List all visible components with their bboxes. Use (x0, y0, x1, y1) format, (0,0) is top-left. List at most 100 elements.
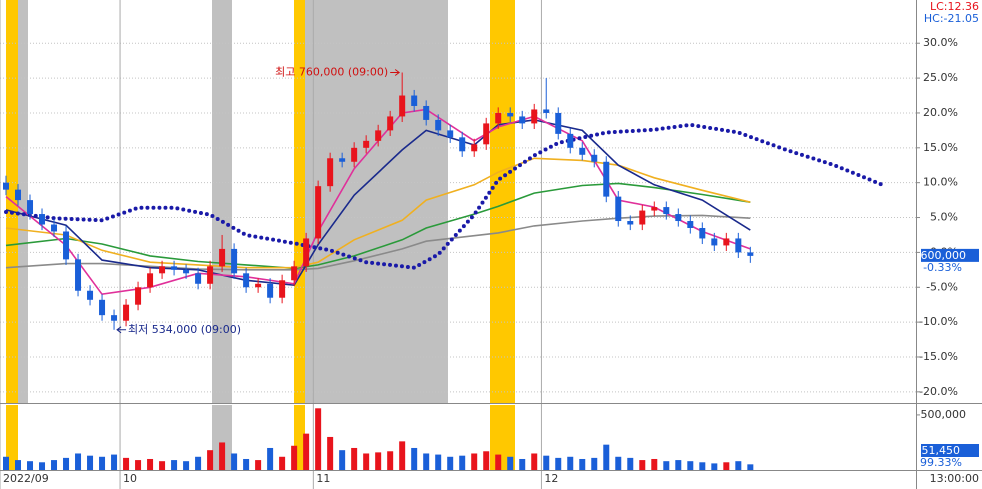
candle-body (111, 315, 118, 321)
candle-body (255, 283, 262, 288)
volume-bar (315, 408, 322, 470)
volume-bar (159, 461, 166, 470)
candle-body (195, 273, 202, 284)
volume-bar (663, 461, 670, 470)
volume-bar (87, 455, 94, 470)
candle-body (27, 200, 34, 215)
candle-body (579, 147, 586, 155)
volume-box (921, 444, 979, 457)
annotation-arrow (390, 69, 401, 76)
candle-body (51, 224, 58, 232)
candle-body (39, 214, 46, 225)
volume-bar (579, 458, 586, 470)
price-box (921, 248, 979, 262)
candle-body (735, 238, 742, 253)
candle-body (531, 109, 538, 124)
volume-bar (15, 460, 22, 470)
annotation-arrow (116, 326, 127, 334)
candle-body (627, 221, 634, 225)
candle-body (327, 158, 334, 187)
candle-body (663, 207, 670, 215)
volume-bar (195, 456, 202, 470)
candle-body (675, 214, 682, 222)
candle-body (75, 259, 82, 291)
moving-average-line (5, 119, 751, 287)
lc-label: LC:12.36 (930, 0, 979, 13)
volume-bar (735, 461, 742, 470)
volume-current-label: 51,450 (922, 444, 961, 457)
x-tick-label: 11 (316, 472, 330, 485)
candle-body (279, 280, 286, 298)
highlight-band (294, 405, 305, 470)
volume-bar (363, 453, 370, 470)
candle-body (231, 248, 238, 274)
candle-body (387, 116, 394, 131)
candle-body (603, 161, 610, 197)
y-tick-label: 30.0% (923, 36, 958, 49)
y-tick-label: 15.0% (923, 141, 958, 154)
candle-body (339, 158, 346, 162)
volume-bar (327, 436, 334, 470)
candle-body (687, 221, 694, 228)
volume-bar (387, 451, 394, 470)
volume-bar (615, 456, 622, 470)
candle-body (423, 105, 430, 120)
time-label: 13:00:00 (930, 472, 979, 485)
candle-body (375, 130, 382, 141)
highlight-band (212, 405, 232, 470)
volume-bar (699, 462, 706, 470)
y-tick-label: -10.0% (919, 315, 958, 328)
volume-bar (471, 453, 478, 470)
volume-bar (459, 455, 466, 470)
candle-body (243, 273, 250, 288)
candle-body (699, 227, 706, 239)
candle-body (651, 207, 658, 211)
volume-bar (183, 461, 190, 470)
volume-bar (111, 454, 118, 470)
candle-body (219, 248, 226, 267)
volume-bar (39, 462, 46, 470)
volume-bar (507, 456, 514, 470)
candle-body (291, 266, 298, 281)
y-tick-label: 5.0% (930, 211, 958, 224)
candle-body (495, 112, 502, 124)
volume-bar (51, 460, 58, 470)
volume-bar (639, 460, 646, 470)
highlight-band (18, 0, 28, 403)
candle-body (711, 238, 718, 246)
volume-bar (567, 456, 574, 470)
candle-body (207, 266, 214, 284)
volume-bar (147, 458, 154, 470)
candle-body (351, 147, 358, 162)
volume-bar (711, 463, 718, 470)
candle-body (483, 123, 490, 145)
volume-bar (591, 457, 598, 470)
hc-label: HC:-21.05 (924, 12, 979, 25)
candle-body (123, 304, 130, 321)
volume-bar (495, 454, 502, 470)
volume-bar (627, 457, 634, 470)
candle-body (315, 186, 322, 239)
candle-body (591, 154, 598, 162)
candle-body (543, 109, 550, 113)
volume-bar (207, 450, 214, 470)
candle-body (459, 137, 466, 152)
candle-body (267, 283, 274, 298)
volume-bar (303, 433, 310, 470)
candle-body (555, 112, 562, 134)
x-tick-label: 12 (544, 472, 558, 485)
volume-bar (123, 457, 130, 470)
volume-bar (279, 456, 286, 470)
volume-bar (63, 457, 70, 470)
candle-body (447, 130, 454, 138)
moving-average-line (5, 182, 751, 270)
volume-bar (447, 456, 454, 470)
volume-bar (3, 456, 10, 470)
volume-bar (243, 458, 250, 470)
candle-body (507, 112, 514, 117)
y-tick-label: -15.0% (919, 350, 958, 363)
volume-bar (339, 450, 346, 470)
volume-bar (519, 458, 526, 470)
volume-bar (675, 460, 682, 470)
y-tick-label: -5.0% (926, 280, 958, 293)
